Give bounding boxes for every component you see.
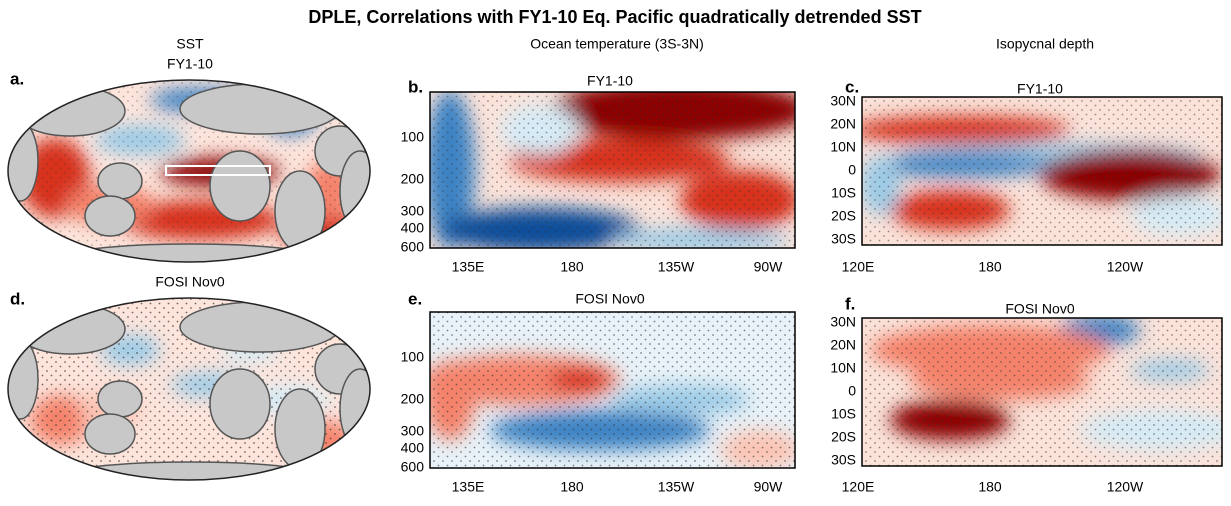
land bbox=[209, 150, 271, 222]
x-tick-label: 90W bbox=[754, 479, 784, 495]
land bbox=[84, 195, 136, 237]
x-tick-label: 180 bbox=[978, 259, 1002, 275]
stipple bbox=[430, 92, 795, 248]
x-tick-label: 180 bbox=[978, 479, 1002, 495]
figure-title: DPLE, Correlations with FY1-10 Eq. Pacif… bbox=[308, 7, 921, 27]
x-tick-label: 120W bbox=[1107, 479, 1144, 495]
field bbox=[430, 92, 795, 248]
region-box bbox=[165, 165, 271, 176]
y-tick-label: 10S bbox=[831, 406, 856, 422]
y-tick-label: 300 bbox=[401, 423, 425, 439]
land bbox=[14, 303, 126, 355]
land bbox=[209, 368, 271, 440]
y-tick-label: 30N bbox=[830, 314, 856, 330]
field bbox=[862, 318, 1222, 466]
land bbox=[14, 85, 126, 137]
stipple bbox=[862, 318, 1222, 466]
panel-label: c. bbox=[845, 77, 859, 96]
map-border bbox=[7, 297, 371, 481]
land bbox=[274, 388, 326, 470]
x-tick-label: 135E bbox=[452, 259, 485, 275]
land bbox=[69, 461, 311, 480]
plot-frame bbox=[429, 311, 796, 469]
map-border bbox=[7, 79, 371, 263]
field bbox=[8, 80, 370, 262]
land bbox=[97, 380, 143, 418]
panel-subtitle: FY1-10 bbox=[1017, 81, 1063, 97]
y-tick-label: 30N bbox=[830, 93, 856, 109]
land bbox=[274, 170, 326, 252]
y-tick-label: 30S bbox=[831, 452, 856, 468]
panel-subtitle: FOSI Nov0 bbox=[155, 274, 224, 290]
panel-subtitle: FOSI Nov0 bbox=[1005, 301, 1074, 317]
column-header: SST bbox=[176, 36, 204, 52]
x-tick-label: 120E bbox=[842, 259, 875, 275]
land bbox=[8, 120, 39, 202]
y-tick-label: 100 bbox=[401, 349, 425, 365]
column-header: Isopycnal depth bbox=[996, 36, 1094, 52]
y-tick-label: 20N bbox=[830, 116, 856, 132]
y-tick-label: 300 bbox=[401, 203, 425, 219]
y-tick-label: 600 bbox=[401, 459, 425, 475]
land bbox=[179, 301, 341, 353]
land bbox=[97, 162, 143, 200]
y-tick-label: 30S bbox=[831, 231, 856, 247]
land bbox=[8, 338, 39, 420]
y-tick-label: 20S bbox=[831, 429, 856, 445]
panel-label: d. bbox=[10, 289, 25, 308]
x-tick-label: 135W bbox=[658, 259, 695, 275]
panel-label: e. bbox=[408, 289, 422, 308]
y-tick-label: 200 bbox=[401, 171, 425, 187]
x-tick-label: 90W bbox=[754, 259, 784, 275]
panel-subtitle: FOSI Nov0 bbox=[575, 291, 644, 307]
y-tick-label: 600 bbox=[401, 239, 425, 255]
y-tick-label: 100 bbox=[401, 129, 425, 145]
y-tick-label: 200 bbox=[401, 391, 425, 407]
y-tick-label: 20N bbox=[830, 337, 856, 353]
y-tick-label: 0 bbox=[848, 383, 856, 399]
x-tick-label: 135W bbox=[658, 479, 695, 495]
land bbox=[339, 368, 370, 450]
panel-label: a. bbox=[10, 69, 24, 88]
y-tick-label: 10S bbox=[831, 185, 856, 201]
y-tick-label: 20S bbox=[831, 208, 856, 224]
y-tick-label: 400 bbox=[401, 440, 425, 456]
land bbox=[339, 150, 370, 232]
stipple bbox=[430, 312, 795, 468]
panel-subtitle: FY1-10 bbox=[167, 56, 213, 72]
field bbox=[8, 298, 370, 480]
x-tick-label: 135E bbox=[452, 479, 485, 495]
x-tick-label: 180 bbox=[560, 479, 584, 495]
panel-subtitle: FY1-10 bbox=[587, 73, 633, 89]
panel-label: b. bbox=[408, 77, 423, 96]
column-header: Ocean temperature (3S-3N) bbox=[530, 36, 704, 52]
x-tick-label: 120W bbox=[1107, 259, 1144, 275]
land bbox=[69, 243, 311, 262]
x-tick-label: 120E bbox=[842, 479, 875, 495]
field bbox=[430, 312, 795, 468]
y-tick-label: 0 bbox=[848, 162, 856, 178]
y-tick-label: 10N bbox=[830, 139, 856, 155]
x-tick-label: 180 bbox=[560, 259, 584, 275]
stipple bbox=[862, 97, 1222, 245]
panel-label: f. bbox=[845, 294, 855, 313]
y-tick-label: 400 bbox=[401, 220, 425, 236]
field bbox=[862, 97, 1222, 245]
land bbox=[179, 83, 341, 135]
plot-frame bbox=[861, 96, 1223, 246]
plot-frame bbox=[861, 317, 1223, 467]
land bbox=[84, 413, 136, 455]
plot-frame bbox=[429, 91, 796, 249]
y-tick-label: 10N bbox=[830, 360, 856, 376]
